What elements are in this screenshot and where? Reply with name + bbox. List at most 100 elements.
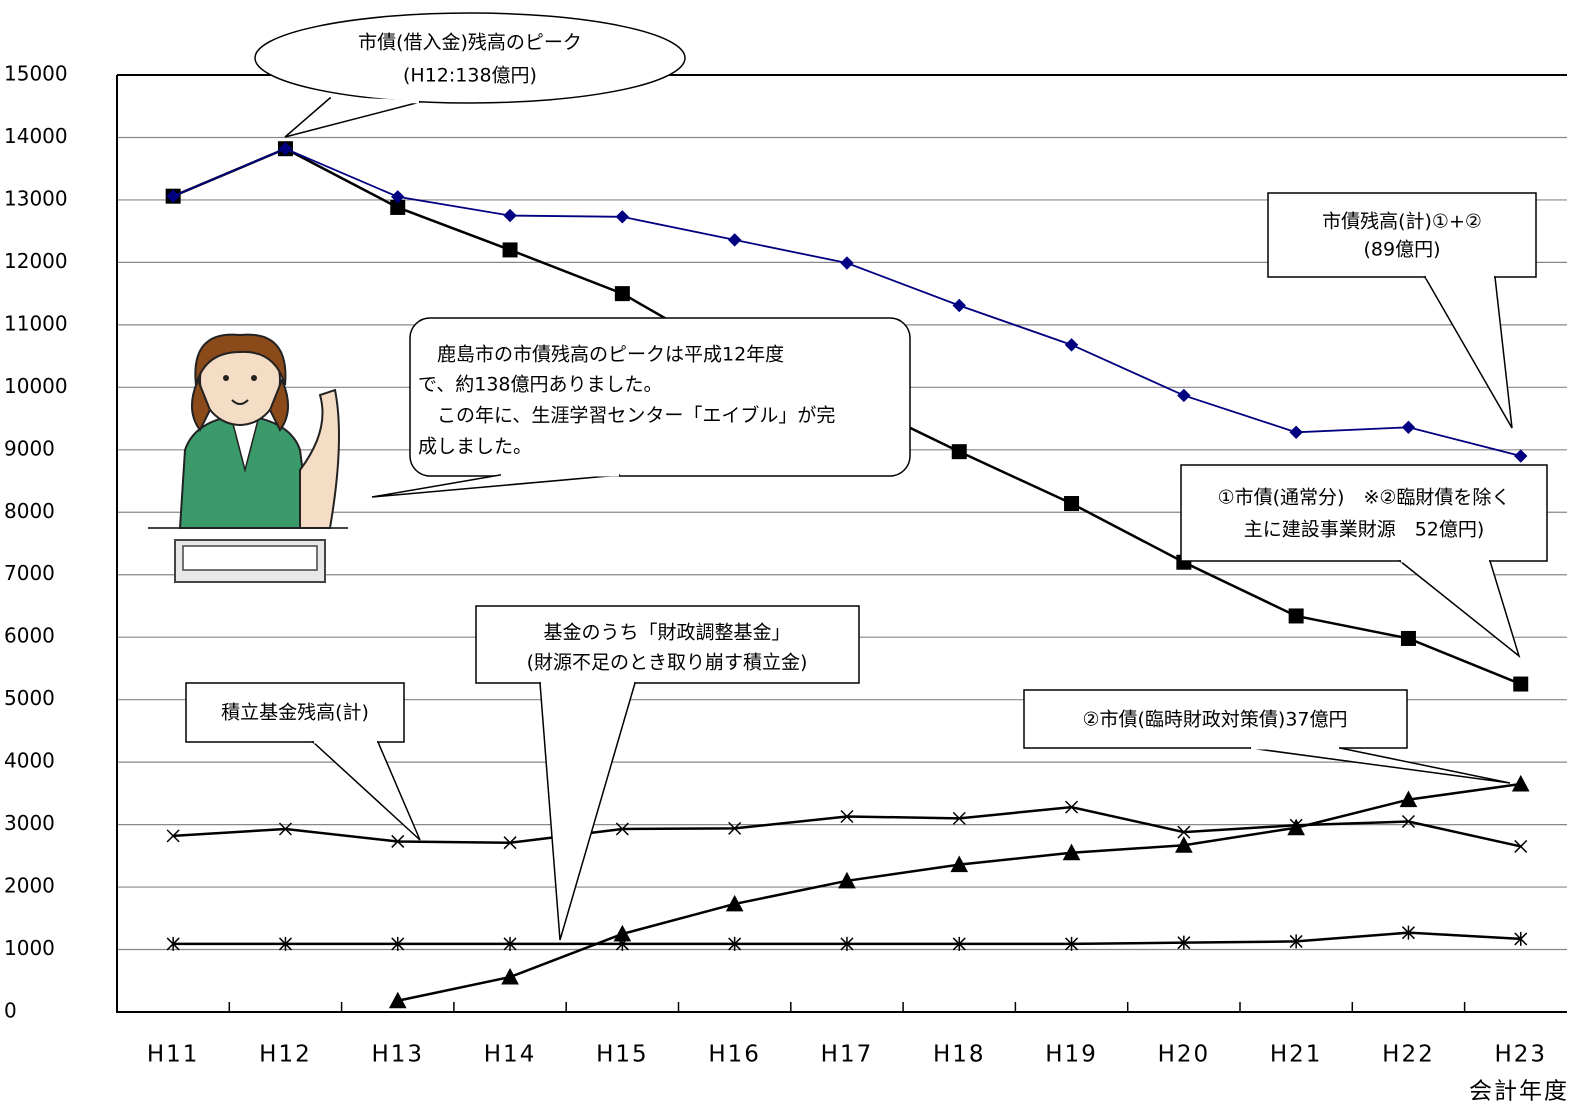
marker (1401, 420, 1416, 435)
marker (502, 242, 518, 258)
y-tick-label: 1000 (4, 936, 55, 960)
x-tick-label: H22 (1382, 1042, 1435, 1068)
callout: ②市債(臨時財政対策債)37億円 (1023, 689, 1511, 784)
marker (1401, 814, 1415, 829)
marker (1065, 800, 1079, 814)
x-tick-label: H19 (1045, 1042, 1098, 1068)
marker (503, 208, 517, 223)
marker (278, 936, 292, 951)
marker (952, 936, 966, 951)
marker (615, 210, 630, 224)
marker (1175, 836, 1193, 853)
marker (840, 256, 854, 270)
person-illustration (148, 333, 348, 583)
callout-text: この年に、生涯学習センター「エイブル」が完 (418, 404, 835, 427)
callout-tail (311, 741, 421, 841)
y-tick-label: 8000 (4, 499, 55, 523)
marker (727, 233, 742, 247)
marker (391, 834, 405, 848)
marker (1287, 818, 1305, 836)
callout-text: ①市債(通常分) ※②臨財債を除く (1218, 487, 1511, 509)
marker (1511, 774, 1530, 792)
callout-text: 基金のうち「財政調整基金」 (543, 622, 790, 644)
callout-tail (539, 682, 637, 941)
callout-text: 市債残高(計)①+② (1322, 211, 1482, 233)
marker (1399, 790, 1418, 808)
y-tick-label: 11000 (4, 311, 68, 335)
y-tick-label: 13000 (4, 186, 68, 210)
marker (501, 967, 519, 985)
x-tick-label: H16 (708, 1042, 761, 1068)
callout-box (409, 317, 911, 477)
y-tick-label: 7000 (4, 561, 55, 585)
callout-text: 成しました。 (418, 436, 532, 458)
marker (1064, 496, 1080, 512)
callout-box (185, 682, 405, 743)
tail-mask (330, 96, 420, 104)
marker (503, 936, 517, 951)
marker (278, 822, 292, 836)
marker (840, 936, 854, 951)
marker (503, 836, 517, 850)
y-tick-label: 5000 (4, 686, 55, 710)
callout-text: 積立基金残高(計) (221, 702, 369, 724)
x-tick-label: H21 (1270, 1042, 1323, 1068)
marker (840, 809, 854, 824)
callout: 市債(借入金)残高のピーク (H12:138億円) (254, 12, 686, 138)
callout-text: ②市債(臨時財政対策債)37億円 (1082, 709, 1347, 731)
callout-tail (284, 97, 421, 138)
callout-box (1180, 464, 1548, 562)
x-tick-label: H11 (147, 1042, 200, 1068)
y-tick-label: 0 (4, 999, 17, 1023)
x-tick-label: H14 (484, 1042, 537, 1068)
callout-box (475, 605, 860, 684)
y-tick-label: 15000 (4, 62, 68, 86)
y-tick-label: 9000 (4, 436, 55, 460)
marker (1177, 825, 1191, 839)
marker (1065, 936, 1079, 951)
marker (728, 936, 742, 951)
x-tick-label: H13 (371, 1042, 424, 1068)
callout-text: 鹿島市の市債残高のピークは平成12年度 (418, 344, 784, 366)
x-tick-label: H15 (596, 1042, 649, 1068)
callout-text: 主に建設事業財源 52億円) (1244, 519, 1485, 541)
callout-box (1023, 689, 1408, 749)
marker (391, 190, 405, 204)
marker (1514, 839, 1528, 853)
y-tick-label: 10000 (4, 374, 68, 398)
marker (1288, 608, 1304, 624)
y-tick-label: 14000 (4, 124, 68, 148)
callout-text: で、約138億円ありました。 (418, 374, 663, 396)
marker (614, 286, 630, 302)
marker (952, 298, 966, 313)
marker (388, 991, 407, 1009)
marker (725, 894, 744, 912)
y-tick-label: 3000 (4, 811, 55, 835)
x-tick-label: H23 (1494, 1042, 1547, 1068)
callout-bubble (254, 12, 686, 104)
callout: 基金のうち「財政調整基金」 (財源不足のとき取り崩す積立金) (475, 605, 860, 941)
callout-text: (H12:138億円) (403, 65, 537, 87)
y-tick-label: 12000 (4, 249, 68, 273)
series-line (173, 805, 1522, 848)
marker (1514, 931, 1528, 946)
y-tick-label: 6000 (4, 624, 55, 648)
marker (391, 936, 405, 951)
marker (1289, 934, 1303, 949)
marker (838, 871, 856, 889)
marker (1401, 925, 1415, 940)
marker (613, 924, 632, 942)
callout-tail (1249, 747, 1511, 784)
callout: 積立基金残高(計) (185, 682, 421, 841)
y-tick-label: 2000 (4, 874, 55, 898)
marker (728, 821, 742, 835)
marker (1062, 843, 1081, 861)
callout-tail (371, 474, 621, 498)
marker (950, 855, 969, 873)
y-tick-label: 4000 (4, 749, 55, 773)
marker (1513, 676, 1529, 692)
marker (1177, 388, 1191, 403)
callout-box (1267, 192, 1537, 278)
x-axis-label: 会計年度 (1469, 1079, 1569, 1105)
